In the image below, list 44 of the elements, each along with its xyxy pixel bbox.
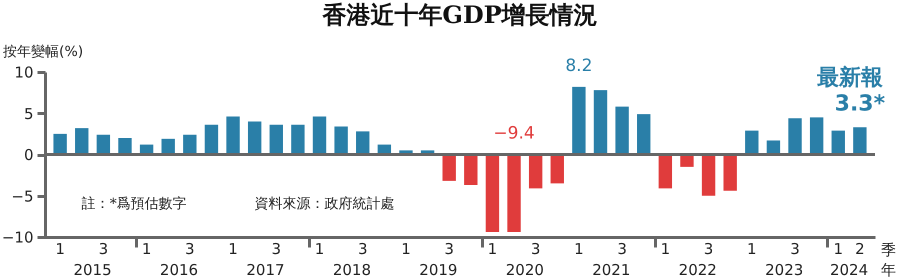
x-tick-label: 3 [185,240,195,258]
text: 2023 [765,261,804,279]
x-tick-label: 3 [617,240,627,258]
x-axis-title: 季年 [881,241,896,279]
annotation: 註：*爲預估數字 [82,196,187,212]
x-tick-label: 3 [272,240,282,258]
text: 2019 [419,261,458,279]
x-tick-label: 1 [574,240,584,258]
x-tick-label: 3 [704,240,714,258]
text: 2015 [73,261,112,279]
x-tick-label: 3 [358,240,368,258]
x-tick-label: 1 [747,240,757,258]
x-tick-label: 1 [55,240,65,258]
text: 2021 [592,261,630,279]
text: 2018 [332,261,372,279]
x-tick-label: 1 [228,240,238,258]
text: 2022 [678,261,717,279]
x-tick-label: 1 [142,240,152,258]
text: 2016 [160,261,198,279]
text: 2024 [830,261,868,279]
x-tick-label: 3 [530,240,540,258]
y-tick-label: −5 [11,187,34,206]
data-label: 8.2 [565,56,592,76]
data-label: 3.3* [834,91,886,116]
y-axis-title: 按年變幅(%) [3,44,84,60]
x-tick-label: 2 [855,240,865,258]
annotation: 資料來源：政府統計處 [254,196,395,212]
x-tick-label: 1 [314,240,324,258]
text: 2020 [506,261,544,279]
x-tick-label: 1 [401,240,411,258]
y-tick-label: 0 [24,146,34,164]
x-tick-label: 1 [833,240,844,258]
y-tick-label: 5 [24,104,34,123]
x-tick-label: 1 [488,240,498,258]
x-tick-label: 3 [444,240,454,258]
text: 2017 [246,261,285,279]
y-tick-label: 10 [14,64,34,82]
chart-title: 香港近十年GDP增長情況 [321,0,598,29]
x-tick-label: 1 [660,240,670,258]
x-tick-label: 3 [98,240,108,258]
x-tick-label: 3 [790,240,800,258]
y-tick-label: −10 [2,228,34,246]
data-label: −9.4 [493,124,535,144]
annotation: 最新報 [816,64,884,90]
